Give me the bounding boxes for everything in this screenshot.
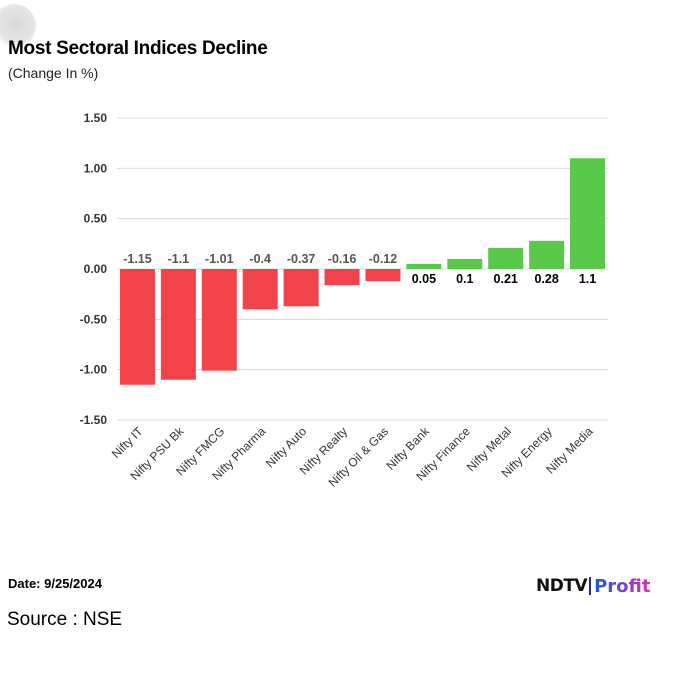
bars [119,158,606,385]
y-tick-label: 1.00 [84,161,108,175]
y-tick-label: 0.00 [84,262,108,276]
gridlines [117,117,608,421]
data-label: 0.21 [494,272,518,286]
logo-divider [589,577,592,595]
corner-decoration [0,4,36,48]
bar [283,269,319,307]
data-label: -1.1 [168,252,190,266]
logo-ndtv-text: NDTV [536,576,588,596]
date-label: Date: 9/25/2024 [8,576,102,591]
chart-subtitle: (Change In %) [8,65,99,81]
data-labels: -1.15 -1.1 -1.01 -0.4 -0.37 -0.16 -0.12 0.05 0.1… [123,252,596,286]
data-label: -0.37 [287,252,316,266]
bar [201,269,237,371]
chart-title: Most Sectoral Indices Decline [8,38,268,59]
y-tick-label: 1.50 [84,111,108,125]
data-label: -0.16 [328,252,357,266]
y-axis-ticks: 1.50 1.00 0.50 0.00 -0.50 -1.00 -1.50 [80,111,108,427]
data-label: 0.1 [456,272,473,286]
bar [365,269,401,282]
data-label: 0.05 [412,272,436,286]
bar [529,240,565,269]
bar-chart: 1.501.000.500.00-0.50-1.00-1.50 -1.15 -1.… [80,111,608,490]
y-tick-label: -0.50 [80,312,108,326]
y-tick-label: -1.00 [80,363,108,377]
data-label: 1.1 [579,272,596,286]
data-label: 0.28 [534,272,558,286]
bar [324,269,360,286]
bar [160,269,196,380]
bar [119,269,155,385]
bar [406,263,442,269]
data-label: -0.12 [369,252,398,266]
x-tick-label: Nifty IT [109,424,146,461]
data-label: -1.15 [123,252,152,266]
bar [242,269,278,310]
bar [488,247,524,269]
y-tick-label: -1.50 [80,413,108,427]
bar [447,258,483,269]
ndtv-profit-logo: NDTV Profit [536,573,650,599]
logo-profit-text: Profit [594,575,651,597]
y-tick-label: 0.50 [84,212,108,226]
data-label: -1.01 [205,252,234,266]
bar [570,158,606,269]
source-label: Source : NSE [7,609,123,630]
data-label: -0.4 [249,252,271,266]
